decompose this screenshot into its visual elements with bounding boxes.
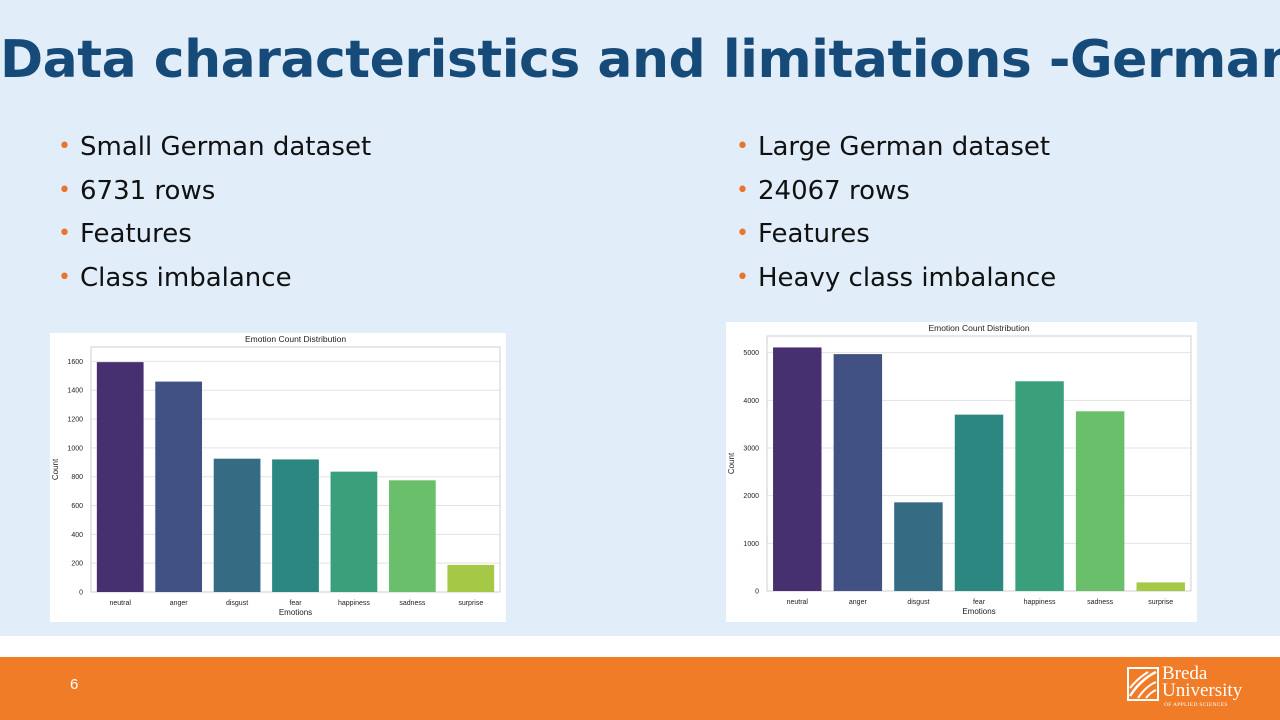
bullet-item: Heavy class imbalance — [736, 263, 1056, 307]
bar-neutral — [773, 347, 822, 591]
bar-surprise — [447, 564, 495, 592]
large-dataset-chart: Emotion Count Distribution 0 1000 2000 3000 4… — [726, 322, 1197, 622]
footer-bar — [0, 657, 1280, 720]
x-tick-label: anger — [849, 599, 868, 606]
y-tick-label: 1400 — [67, 388, 83, 395]
bullet-item: Class imbalance — [58, 263, 371, 307]
y-tick-label: 1200 — [67, 417, 83, 424]
x-tick-label: disgust — [907, 599, 929, 606]
x-tick-label: surprise — [458, 600, 483, 607]
x-tick-label: surprise — [1148, 599, 1173, 606]
x-axis-label: Emotions — [279, 608, 312, 617]
y-tick-label: 2000 — [743, 493, 759, 500]
x-tick-label: fear — [289, 600, 302, 607]
bullet-item: Features — [736, 219, 1056, 263]
university-logo: Breda University OF APPLIED SCIENCES — [1126, 664, 1266, 714]
y-tick-label: 400 — [71, 532, 83, 539]
chart-title: Emotion Count Distribution — [245, 334, 346, 344]
y-tick-label: 800 — [71, 474, 83, 481]
breda-university-logo-icon — [1127, 667, 1159, 701]
y-tick-label: 1000 — [743, 541, 759, 548]
x-tick-label: sadness — [399, 600, 426, 607]
y-tick-label: 200 — [71, 561, 83, 568]
x-tick-label: happiness — [1024, 599, 1056, 606]
y-tick-label: 5000 — [743, 350, 759, 357]
y-tick-label: 3000 — [743, 446, 759, 453]
y-tick-label: 600 — [71, 503, 83, 510]
x-axis-label: Emotions — [962, 607, 995, 616]
bullet-item: 6731 rows — [58, 176, 371, 220]
slide-title: Data characteristics and limitations -Ge… — [0, 30, 1280, 90]
page-number: 6 — [70, 676, 79, 693]
y-tick-label: 0 — [755, 589, 759, 596]
x-tick-label: happiness — [338, 600, 370, 607]
x-tick-label: fear — [973, 599, 986, 606]
left-bullet-list: Small German dataset 6731 rows Features … — [58, 132, 371, 307]
x-tick-label: sadness — [1087, 599, 1114, 606]
y-tick-label: 1600 — [67, 359, 83, 366]
bar-fear — [954, 414, 1004, 591]
bar-happiness — [330, 471, 378, 592]
bar-fear — [272, 459, 319, 592]
bar-happiness — [1015, 381, 1064, 591]
x-tick-label: disgust — [226, 600, 248, 607]
bullet-item: Features — [58, 219, 371, 263]
y-tick-label: 1000 — [67, 445, 83, 452]
footer-divider — [0, 636, 1280, 657]
large-dataset-chart-svg: Emotion Count Distribution 0 1000 2000 3000 4… — [727, 323, 1192, 616]
x-tick-label: anger — [170, 600, 189, 607]
bullet-item: Small German dataset — [58, 132, 371, 176]
bar-anger — [155, 381, 203, 592]
y-tick-label: 4000 — [743, 398, 759, 405]
chart-title: Emotion Count Distribution — [928, 323, 1029, 333]
right-bullet-list: Large German dataset 24067 rows Features… — [736, 132, 1056, 307]
bullet-item: Large German dataset — [736, 132, 1056, 176]
bar-surprise — [1136, 582, 1185, 591]
small-dataset-chart: Emotion Count Distribution 0 200 400 600 800 1… — [50, 333, 506, 622]
small-dataset-chart-svg: Emotion Count Distribution 0 200 400 600 800 1… — [51, 334, 501, 617]
logo-line-1: Breda — [1162, 663, 1208, 684]
logo-line-3: OF APPLIED SCIENCES — [1164, 702, 1228, 708]
bar-sadness — [388, 480, 436, 592]
bullet-item: 24067 rows — [736, 176, 1056, 220]
y-axis-label: Count — [51, 458, 60, 480]
y-axis-label: Count — [727, 452, 736, 474]
x-tick-label: neutral — [787, 599, 809, 606]
y-tick-label: 0 — [79, 590, 83, 597]
bar-neutral — [96, 362, 144, 592]
bar-disgust — [213, 458, 261, 592]
x-tick-label: neutral — [110, 600, 132, 607]
bar-sadness — [1075, 411, 1125, 591]
bar-disgust — [894, 502, 943, 591]
bar-anger — [833, 354, 883, 591]
logo-line-2: University — [1162, 680, 1243, 701]
